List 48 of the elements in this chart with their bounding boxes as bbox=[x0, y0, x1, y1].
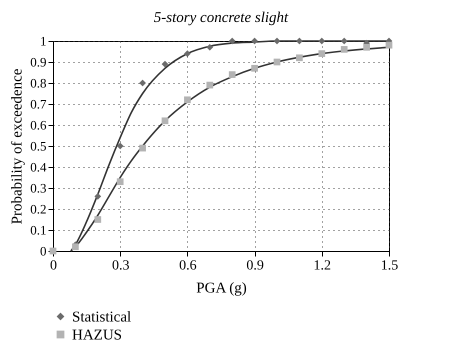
x-axis-title: PGA (g) bbox=[196, 280, 247, 296]
point bbox=[116, 142, 124, 150]
point bbox=[318, 50, 326, 57]
y-tick-label: 0.1 bbox=[30, 222, 46, 238]
point bbox=[386, 42, 392, 49]
point bbox=[340, 38, 348, 44]
x-tick-label: 0.6 bbox=[179, 258, 197, 274]
y-tick-label: 0.4 bbox=[30, 160, 47, 174]
y-tick-label: 0.6 bbox=[30, 118, 47, 132]
y-tick-label: 0.8 bbox=[30, 76, 46, 90]
point bbox=[251, 64, 258, 72]
x-tick-label: 1.2 bbox=[314, 258, 332, 274]
point bbox=[162, 60, 168, 68]
point bbox=[206, 44, 214, 51]
point bbox=[318, 38, 326, 44]
x-tick-label: 0.9 bbox=[246, 258, 264, 274]
y-tick-label: 0.9 bbox=[30, 54, 46, 70]
x-tick-label: 0.3 bbox=[112, 258, 130, 274]
point bbox=[94, 216, 102, 223]
x-tick-label: 0 bbox=[50, 258, 57, 274]
point bbox=[184, 50, 191, 57]
point bbox=[228, 71, 236, 78]
y-tick-label: 0.5 bbox=[30, 138, 46, 154]
legend-label: HAZUS bbox=[72, 328, 122, 344]
point bbox=[274, 58, 280, 66]
y-axis-title: Probability of exceedence bbox=[9, 68, 26, 224]
y-tick-label: 0.7 bbox=[30, 96, 47, 112]
point bbox=[363, 44, 370, 51]
point bbox=[94, 193, 102, 200]
point bbox=[139, 144, 146, 152]
point bbox=[228, 38, 236, 44]
legend-label: Statistical bbox=[72, 310, 132, 326]
point bbox=[116, 178, 124, 186]
point bbox=[184, 96, 191, 104]
y-tick-label: 0.3 bbox=[30, 180, 46, 196]
x-tick-label: 1.5 bbox=[380, 258, 398, 274]
point bbox=[206, 82, 214, 88]
point bbox=[162, 117, 168, 124]
point bbox=[274, 38, 280, 44]
y-tick-label: 0.2 bbox=[30, 202, 46, 216]
point bbox=[340, 46, 348, 53]
y-tick-label: 1 bbox=[40, 34, 46, 48]
point bbox=[251, 38, 258, 44]
chart-title: 5-story concrete slight bbox=[154, 10, 290, 26]
point bbox=[296, 54, 303, 62]
y-tick-label: 0 bbox=[40, 244, 46, 258]
point bbox=[296, 38, 303, 44]
point bbox=[139, 80, 146, 86]
